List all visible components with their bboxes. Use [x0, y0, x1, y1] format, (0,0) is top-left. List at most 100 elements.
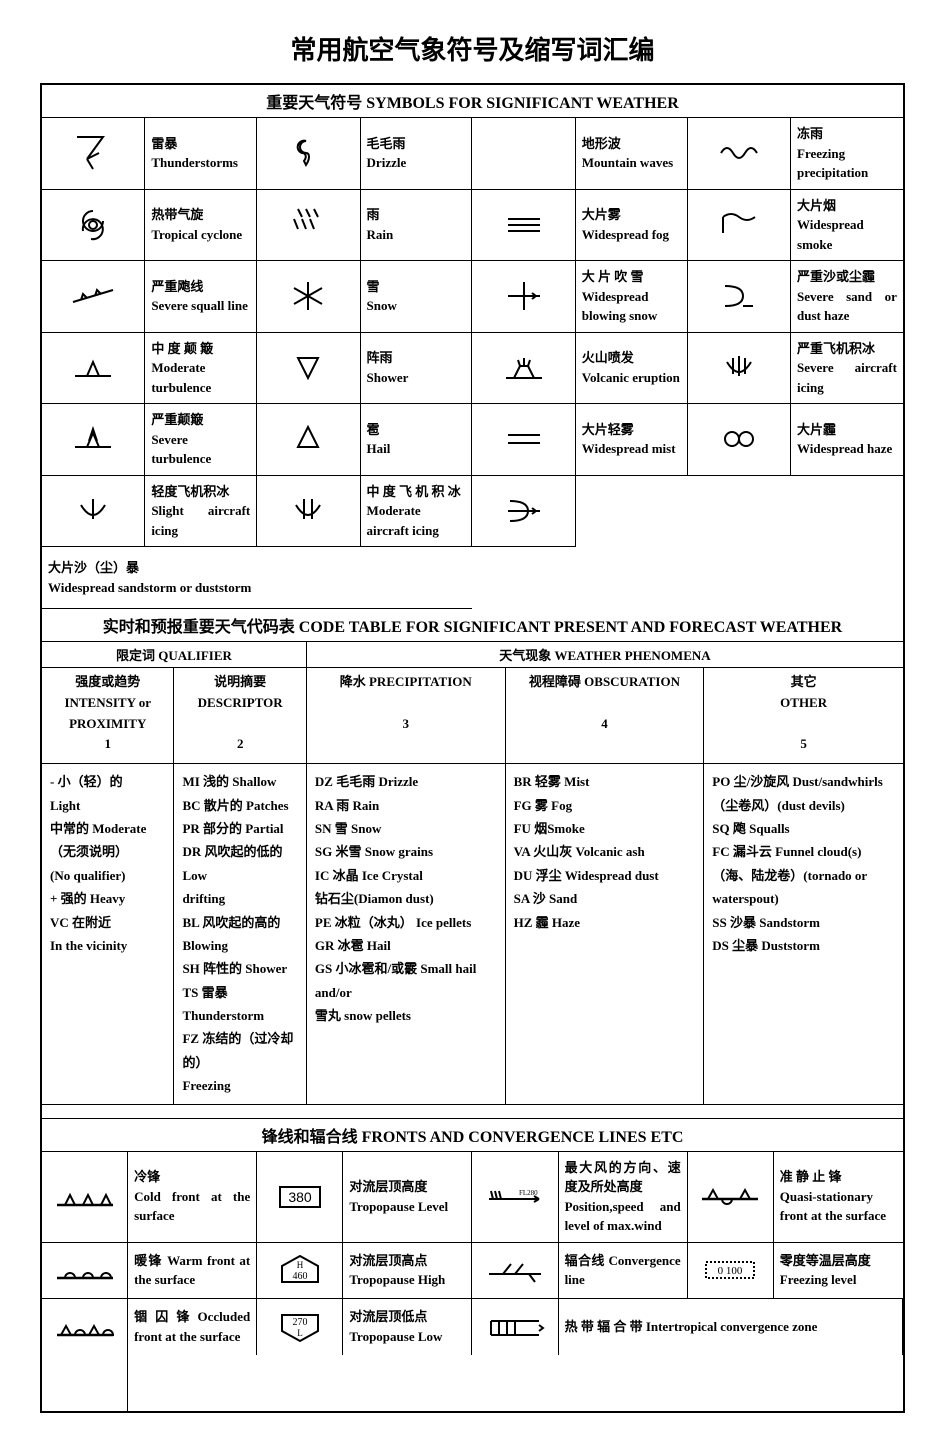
col3-header: 降水 PRECIPITATION 3: [307, 668, 506, 763]
hail-desc: 雹Hail: [361, 404, 473, 476]
max-wind-desc: 最大风的方向、速度及所处高度 Position,speed and level …: [559, 1152, 688, 1243]
shower-icon: [257, 333, 360, 405]
warm-front-desc: 暖锋 Warm front at the surface: [128, 1243, 257, 1299]
max-wind-icon: FL280: [472, 1152, 558, 1243]
severe-icing-desc: 严重飞机积冰Severe aircraft icing: [791, 333, 903, 405]
mountain-wave-desc: 地形波Mountain waves: [576, 118, 688, 190]
svg-text:460: 460: [292, 1271, 307, 1282]
severe-dust-haze-desc: 严重沙或尘霾Severe sand or dust haze: [791, 261, 903, 333]
widespread-fog-desc: 大片雾Widespread fog: [576, 190, 688, 262]
moderate-icing-desc: 中 度 飞 机 积 冰Moderate aircraft icing: [361, 476, 473, 548]
col1-header: 强度或趋势 INTENSITY or PROXIMITY 1: [42, 668, 174, 763]
empty-cell-2: [128, 1355, 257, 1411]
widespread-mist-icon: [472, 404, 575, 476]
svg-text:FL280: FL280: [519, 1189, 538, 1197]
rain-desc: 雨Rain: [361, 190, 473, 262]
widespread-haze-icon: [688, 404, 791, 476]
section2-title: 实时和预报重要天气代码表 CODE TABLE FOR SIGNIFICANT …: [42, 609, 903, 642]
widespread-smoke-desc: 大片烟Widespread smoke: [791, 190, 903, 262]
col4-header: 视程障碍 OBSCURATION 4: [506, 668, 705, 763]
svg-text:H: H: [297, 1260, 304, 1270]
significant-weather-grid: 雷暴Thunderstorms 毛毛雨Drizzle 地形波Mountain w…: [42, 118, 903, 609]
spacer: [42, 1105, 903, 1119]
severe-dust-haze-icon: [688, 261, 791, 333]
widespread-fog-icon: [472, 190, 575, 262]
sandstorm-desc: 大片沙（尘）暴Widespread sandstorm or duststorm: [42, 547, 472, 609]
volcanic-eruption-icon: [472, 333, 575, 405]
severe-icing-icon: [688, 333, 791, 405]
intensity-col: - 小（轻）的 Light 中常的 Moderate （无须说明） (No qu…: [42, 764, 174, 1103]
freezing-level-desc: 零度等温层高度 Freezing level: [774, 1243, 903, 1299]
snow-icon: [257, 261, 360, 333]
precipitation-col: DZ 毛毛雨 Drizzle RA 雨 Rain SN 雪 Snow SG 米雪…: [307, 764, 506, 1103]
qualifier-header: 限定词 QUALIFIER: [42, 642, 307, 667]
tropopause-high-icon: H460: [257, 1243, 343, 1299]
tropopause-high-desc: 对流层顶高点 Tropopause High: [343, 1243, 472, 1299]
tropical-cyclone-desc: 热带气旋Tropical cyclone: [145, 190, 257, 262]
drizzle-desc: 毛毛雨Drizzle: [361, 118, 473, 190]
codes-topheader: 限定词 QUALIFIER 天气现象 WEATHER PHENOMENA: [42, 642, 903, 668]
other-col: PO 尘/沙旋风 Dust/sandwhirls （尘卷风）(dust devi…: [704, 764, 903, 1103]
freezing-precip-desc: 冻雨Freezing precipitation: [791, 118, 903, 190]
shower-desc: 阵雨Shower: [361, 333, 473, 405]
page-title: 常用航空气象符号及缩写词汇编: [40, 30, 905, 67]
widespread-haze-desc: 大片霾Widespread haze: [791, 404, 903, 476]
svg-text:L: L: [297, 1328, 303, 1338]
tropical-cyclone-icon: [42, 190, 145, 262]
col2-header: 说明摘要 DESCRIPTOR 2: [174, 668, 306, 763]
slight-icing-icon: [42, 476, 145, 548]
blowing-snow-desc: 大 片 吹 雪Widespread blowing snow: [576, 261, 688, 333]
severe-squall-desc: 严重飑线Severe squall line: [145, 261, 257, 333]
occluded-front-desc: 锢 囚 锋 Occluded front at the surface: [128, 1299, 257, 1355]
tropopause-level-desc: 对流层顶高度 Tropopause Level: [343, 1152, 472, 1243]
severe-squall-icon: [42, 261, 145, 333]
slight-icing-desc: 轻度飞机积冰Slight aircraft icing: [145, 476, 257, 548]
severe-turbulence-icon: [42, 404, 145, 476]
thunderstorm-icon: [42, 118, 145, 190]
widespread-smoke-icon: [688, 190, 791, 262]
hail-icon: [257, 404, 360, 476]
freezing-precip-icon: [688, 118, 791, 190]
quasi-stationary-icon: [688, 1152, 774, 1243]
mountain-wave-icon: [472, 118, 575, 190]
cold-front-desc: 冷锋 Cold front at the surface: [128, 1152, 257, 1243]
moderate-turbulence-icon: [42, 333, 145, 405]
svg-text:270: 270: [292, 1317, 307, 1328]
sandstorm-icon: [472, 476, 575, 548]
svg-text:0 100: 0 100: [718, 1265, 743, 1277]
snow-desc: 雪Snow: [361, 261, 473, 333]
codes-body: - 小（轻）的 Light 中常的 Moderate （无须说明） (No qu…: [42, 764, 903, 1104]
thunderstorm-desc: 雷暴Thunderstorms: [145, 118, 257, 190]
quasi-stationary-desc: 准 静 止 锋 Quasi-stationary front at the su…: [774, 1152, 903, 1243]
itcz-desc: 热 带 辐 合 带 Intertropical convergence zone: [559, 1299, 903, 1355]
tropopause-low-desc: 对流层顶低点 Tropopause Low: [343, 1299, 472, 1355]
convergence-line-icon: [472, 1243, 558, 1299]
warm-front-icon: [42, 1243, 128, 1299]
freezing-level-icon: 0 100: [688, 1243, 774, 1299]
phenomena-header: 天气现象 WEATHER PHENOMENA: [307, 642, 903, 667]
svg-text:380: 380: [288, 1189, 312, 1205]
occluded-front-icon: [42, 1299, 128, 1355]
tropopause-level-icon: 380: [257, 1152, 343, 1243]
descriptor-col: MI 浅的 Shallow BC 散片的 Patches PR 部分的 Part…: [174, 764, 306, 1103]
empty-cell-1: [42, 1355, 128, 1411]
section3-title: 锋线和辐合线 FRONTS AND CONVERGENCE LINES ETC: [42, 1119, 903, 1152]
fronts-grid: 冷锋 Cold front at the surface 380 对流层顶高度 …: [42, 1152, 903, 1411]
itcz-icon: [472, 1299, 558, 1355]
rain-icon: [257, 190, 360, 262]
col5-header: 其它 OTHER 5: [704, 668, 903, 763]
moderate-icing-icon: [257, 476, 360, 548]
moderate-turbulence-desc: 中 度 颠 簸Moderate turbulence: [145, 333, 257, 405]
obscuration-col: BR 轻雾 Mist FG 雾 Fog FU 烟Smoke VA 火山灰 Vol…: [506, 764, 705, 1103]
cold-front-icon: [42, 1152, 128, 1243]
codes-colheader: 强度或趋势 INTENSITY or PROXIMITY 1 说明摘要 DESC…: [42, 668, 903, 764]
document-frame: 重要天气符号 SYMBOLS FOR SIGNIFICANT WEATHER 雷…: [40, 83, 905, 1413]
section1-title: 重要天气符号 SYMBOLS FOR SIGNIFICANT WEATHER: [42, 85, 903, 118]
volcanic-eruption-desc: 火山喷发Volcanic eruption: [576, 333, 688, 405]
blowing-snow-icon: [472, 261, 575, 333]
widespread-mist-desc: 大片轻雾Widespread mist: [576, 404, 688, 476]
convergence-line-desc: 辐合线 Convergence line: [559, 1243, 688, 1299]
severe-turbulence-desc: 严重颠簸Severe turbulence: [145, 404, 257, 476]
tropopause-low-icon: 270L: [257, 1299, 343, 1355]
drizzle-icon: [257, 118, 360, 190]
